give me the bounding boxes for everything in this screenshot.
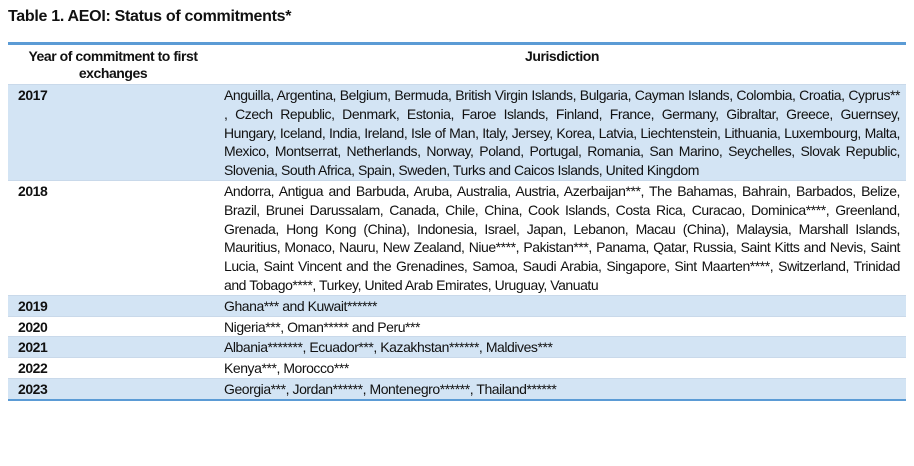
table-row: 2020 Nigeria***, Oman***** and Peru*** bbox=[8, 316, 906, 337]
jurisdiction-cell: Ghana*** and Kuwait****** bbox=[224, 297, 377, 314]
table-row: 2023 Georgia***, Jordan******, Montenegro… bbox=[8, 378, 906, 400]
year-cell: 2021 bbox=[18, 339, 48, 356]
year-cell: 2022 bbox=[18, 360, 48, 377]
table-title: Table 1. AEOI: Status of commitments* bbox=[8, 8, 292, 25]
year-cell: 2019 bbox=[18, 297, 48, 314]
table-row: 2021 Albania*******, Ecuador***, Kazakhst… bbox=[8, 336, 906, 358]
jurisdiction-cell: Albania*******, Ecuador***, Kazakhstan**… bbox=[224, 339, 553, 356]
table-row: 2019 Ghana*** and Kuwait****** bbox=[8, 295, 906, 317]
table-row: 2022 Kenya***, Morocco*** bbox=[8, 357, 906, 379]
jurisdiction-cell: Anguilla, Argentina, Belgium, Bermuda, B… bbox=[224, 87, 900, 179]
commitments-table: Year of commitment to first exchanges Ju… bbox=[8, 42, 906, 401]
year-cell: 2020 bbox=[18, 318, 48, 335]
header-jurisdiction: Jurisdiction bbox=[525, 48, 599, 64]
header-row: Year of commitment to first exchanges Ju… bbox=[8, 43, 906, 85]
year-cell: 2023 bbox=[18, 380, 48, 397]
jurisdiction-cell: Nigeria***, Oman***** and Peru*** bbox=[224, 318, 421, 335]
jurisdiction-cell: Kenya***, Morocco*** bbox=[224, 360, 349, 377]
year-cell: 2017 bbox=[18, 87, 48, 103]
jurisdiction-cell: Andorra, Antigua and Barbuda, Aruba, Aus… bbox=[224, 182, 900, 293]
year-cell: 2018 bbox=[18, 182, 48, 199]
jurisdiction-cell: Georgia***, Jordan******, Montenegro****… bbox=[224, 380, 557, 397]
header-year: Year of commitment to first exchanges bbox=[28, 48, 198, 81]
table-row: 2017 Anguilla, Argentina, Belgium, Bermud… bbox=[8, 84, 906, 181]
table-row: 2018 Andorra, Antigua and Barbuda, Aruba,… bbox=[8, 180, 906, 295]
